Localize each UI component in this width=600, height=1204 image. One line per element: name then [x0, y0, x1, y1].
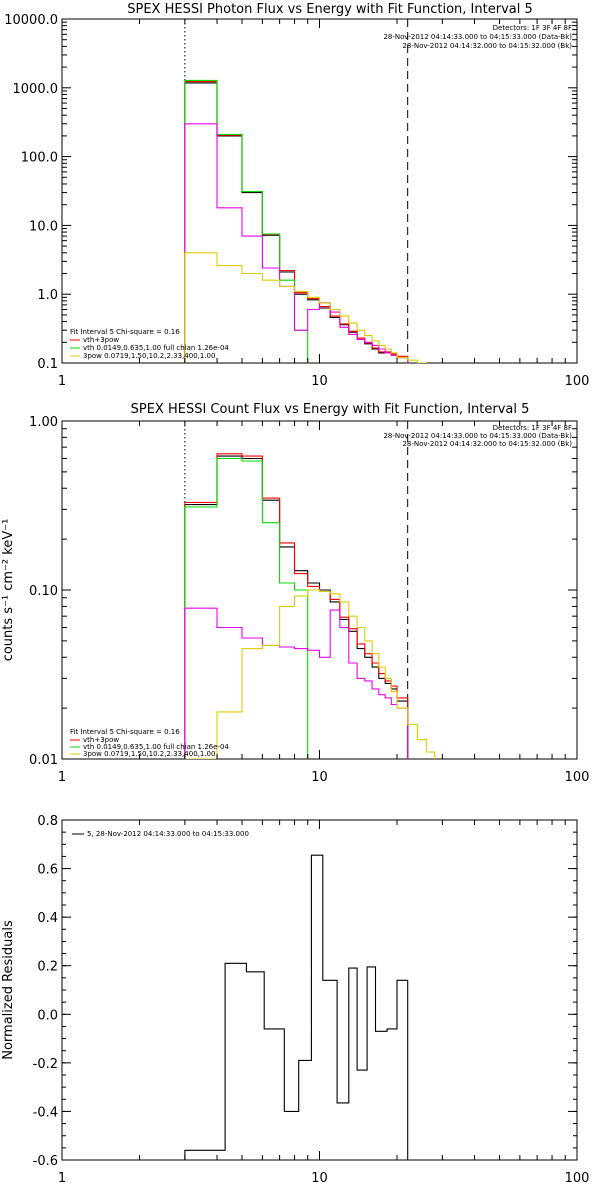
y-tick-label: 0.01 — [29, 753, 58, 768]
header-data-bk: 28-Nov-2012 04:14:33.000 to 04:15:33.000… — [383, 432, 572, 440]
chart-title: SPEX HESSI Count Flux vs Energy with Fit… — [131, 402, 530, 417]
y-tick-label: 1.0 — [37, 288, 58, 303]
y-tick-label: -0.2 — [33, 1057, 58, 1072]
fit-vth-label: vth 0.0149,0.635,1.00 full chian 1.26e-0… — [83, 743, 229, 751]
fit-3pow-label: 3pow 0.0719,1.50,10.2,2.33,400,1.00 — [83, 352, 215, 360]
y-tick-label: 100.0 — [21, 151, 58, 166]
y-tick-label: 10000.0 — [4, 13, 58, 28]
photon-flux-panel: SPEX HESSI Photon Flux vs Energy with Fi… — [4, 2, 589, 389]
residuals-panel: Normalized Residuals 1 10 100 -0.6 -0.4 -0.2 0… — [1, 814, 589, 1186]
header-bk: 28-Nov-2012 04:14:32.000 to 04:15:32.000… — [402, 42, 572, 50]
series-line-5 — [184, 252, 427, 363]
fit-chi-label: Fit Interval 5 Chi-square = 0.16 — [70, 728, 180, 736]
count-flux-panel: SPEX HESSI Count Flux vs Energy with Fit… — [1, 402, 589, 785]
header-detectors: Detectors: 1F 3F 4F 8F — [493, 424, 572, 432]
x-tick-label: 1 — [58, 1171, 66, 1186]
y-tick-label: 0.8 — [37, 814, 58, 829]
legend-label: 5, 28-Nov-2012 04:14:33.000 to 04:15:33.… — [87, 830, 249, 838]
detectors-header: Detectors: 1F 3F 4F 8F 28-Nov-2012 04:14… — [383, 424, 572, 448]
plot-frame — [61, 819, 578, 1161]
series-line-1 — [184, 854, 409, 1160]
fit-model-label: vth+3pow — [83, 736, 119, 744]
y-tick-label: -0.4 — [33, 1105, 58, 1120]
fit-3pow-label: 3pow 0.0719,1.50,10.2,2.33,400,1.00 — [83, 750, 215, 758]
y-tick-label: -0.6 — [33, 1154, 58, 1169]
x-tick-label: 100 — [565, 374, 590, 389]
y-tick-label: 10.0 — [29, 219, 58, 234]
x-tick-label: 100 — [565, 770, 590, 785]
x-tick-label: 1 — [58, 770, 66, 785]
chart-title: SPEX HESSI Photon Flux vs Energy with Fi… — [127, 2, 533, 17]
series-line-1 — [184, 82, 409, 363]
series-line-4 — [184, 123, 409, 363]
x-tick-label: 100 — [565, 1171, 590, 1186]
fit-vth-label: vth 0.0149,0.635,1.00 full chian 1.26e-0… — [83, 344, 229, 352]
x-tick-label: 10 — [311, 1171, 328, 1186]
y-tick-label: 1.00 — [29, 415, 58, 430]
residual-legend: 5, 28-Nov-2012 04:14:33.000 to 04:15:33.… — [72, 830, 249, 838]
header-bk: 28-Nov-2012 04:14:32.000 to 04:15:32.000… — [402, 440, 572, 448]
series-line-3 — [184, 457, 309, 759]
x-tick-label: 10 — [311, 374, 328, 389]
y-tick-label: 1000.0 — [13, 82, 59, 97]
y-tick-label: 0.1 — [37, 357, 58, 372]
fit-chi-label: Fit Interval 5 Chi-square = 0.16 — [70, 328, 180, 336]
detectors-header: Detectors: 1F 3F 4F 8F 28-Nov-2012 04:14… — [383, 24, 572, 50]
series-line-1 — [184, 455, 409, 759]
y-tick-label: 0.6 — [37, 863, 58, 878]
fit-legend: Fit Interval 5 Chi-square = 0.16 vth+3po… — [70, 328, 229, 360]
fit-model-label: vth+3pow — [83, 336, 119, 344]
x-tick-label: 1 — [58, 374, 66, 389]
series-line-3 — [184, 79, 309, 363]
y-tick-label: 0.2 — [37, 960, 58, 975]
series-line-4 — [184, 607, 409, 759]
y-tick-label: 0.0 — [37, 1008, 58, 1023]
header-data-bk: 28-Nov-2012 04:14:33.000 to 04:15:33.000… — [383, 33, 572, 41]
fit-legend: Fit Interval 5 Chi-square = 0.16 vth+3po… — [70, 728, 229, 758]
series-line-2 — [184, 81, 409, 363]
x-tick-label: 10 — [311, 770, 328, 785]
plot-frame — [61, 18, 578, 364]
y-tick-label: 0.4 — [37, 911, 58, 926]
header-detectors: Detectors: 1F 3F 4F 8F — [493, 24, 572, 32]
y-tick-label: 0.10 — [29, 584, 58, 599]
y-axis-label: Normalized Residuals — [1, 920, 16, 1060]
series-line-2 — [184, 453, 409, 759]
y-axis-label: counts s⁻¹ cm⁻² keV⁻¹ — [1, 519, 16, 662]
series-line-5 — [184, 589, 436, 759]
